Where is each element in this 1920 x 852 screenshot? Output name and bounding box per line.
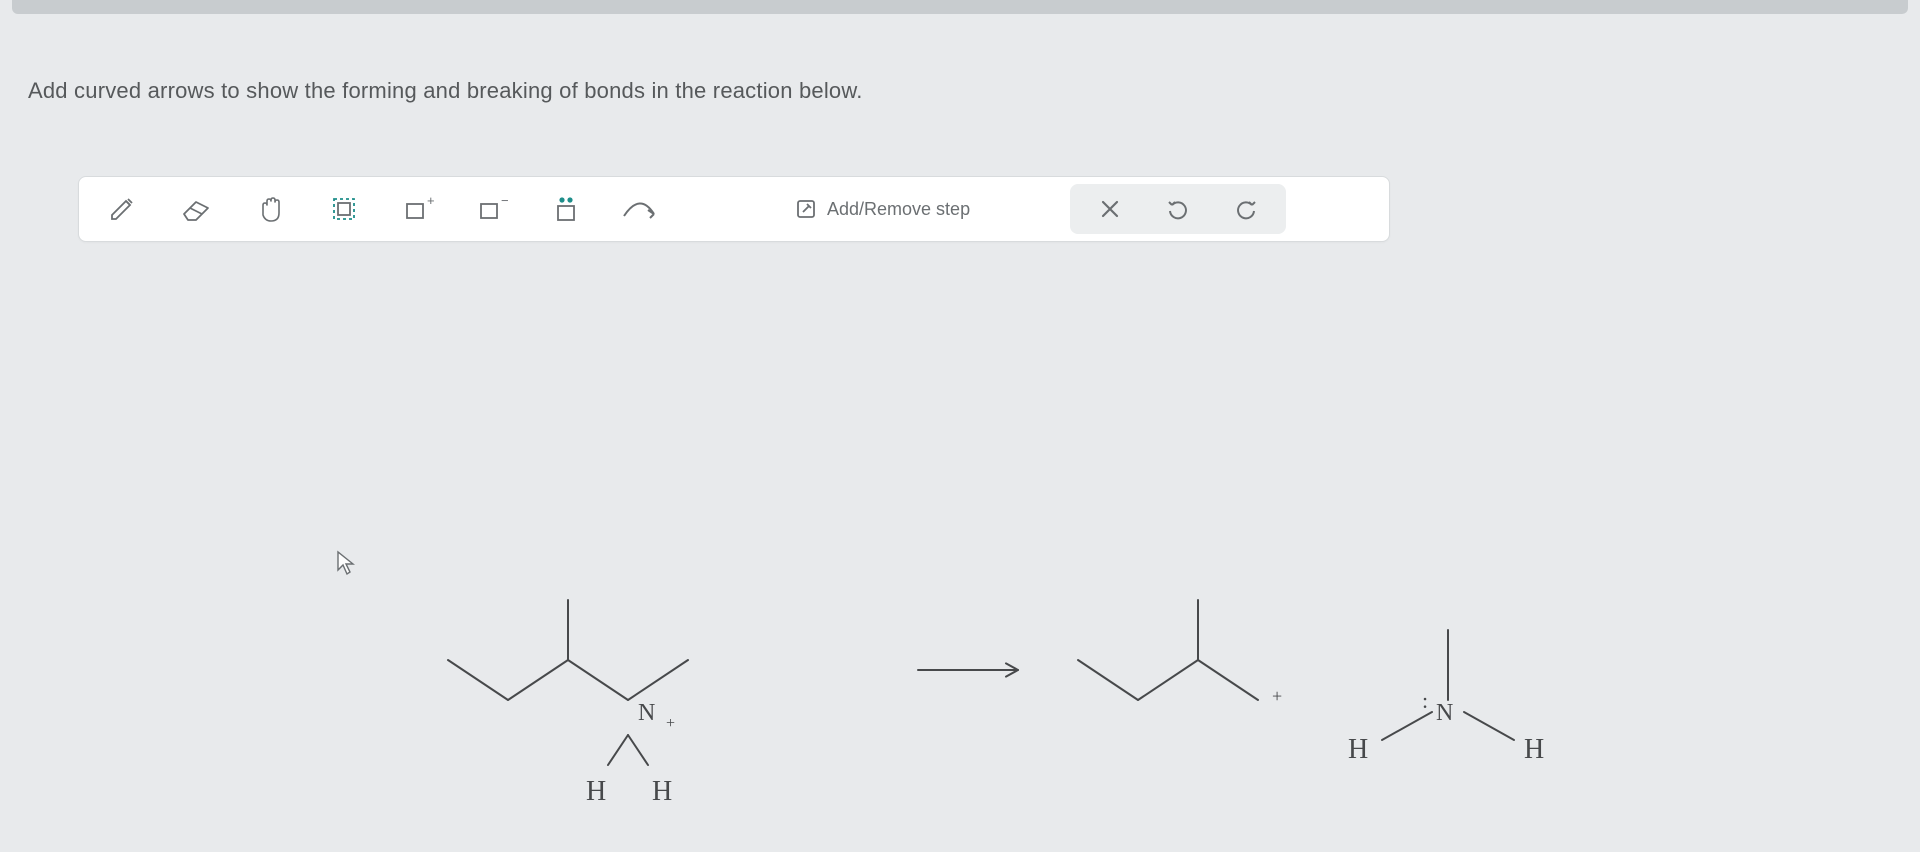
edit-step-icon [795, 198, 817, 220]
instruction-text: Add curved arrows to show the forming an… [28, 78, 863, 104]
pencil-tool[interactable] [93, 184, 151, 234]
svg-text:−: − [501, 194, 509, 208]
close-icon [1099, 198, 1121, 220]
svg-text:N: N [1436, 700, 1453, 726]
charge-minus-icon: − [475, 194, 509, 224]
svg-text:+: + [427, 194, 435, 208]
svg-text:H: H [1348, 734, 1368, 765]
undo-button[interactable] [1144, 186, 1212, 232]
marquee-icon [329, 194, 359, 224]
redo-button[interactable] [1212, 186, 1280, 232]
hand-tool[interactable] [241, 184, 299, 234]
add-remove-step-label: Add/Remove step [827, 199, 970, 220]
redo-icon [1234, 197, 1258, 221]
charge-plus-icon: + [401, 194, 435, 224]
charge-plus-tool[interactable]: + [389, 184, 447, 234]
hand-icon [255, 193, 285, 225]
curved-arrow-tool[interactable] [611, 184, 669, 234]
svg-text::: : [1422, 688, 1428, 713]
charge-minus-tool[interactable]: − [463, 184, 521, 234]
undo-icon [1166, 197, 1190, 221]
svg-text:H: H [652, 776, 672, 807]
window-top-border [12, 0, 1908, 14]
lone-pair-icon [551, 194, 581, 224]
mouse-cursor [336, 550, 356, 581]
svg-text:H: H [1524, 734, 1544, 765]
curved-arrow-icon [618, 194, 662, 224]
right-control-group [1070, 184, 1286, 234]
add-remove-step-button[interactable]: Add/Remove step [795, 198, 970, 220]
marquee-tool[interactable] [315, 184, 373, 234]
pencil-icon [106, 193, 138, 225]
svg-text:H: H [586, 776, 606, 807]
eraser-tool[interactable] [167, 184, 225, 234]
lone-pair-tool[interactable] [537, 184, 595, 234]
eraser-icon [178, 194, 214, 224]
close-button[interactable] [1076, 186, 1144, 232]
svg-text:+: + [666, 715, 675, 732]
svg-text:N: N [638, 700, 655, 726]
svg-text:+: + [1272, 686, 1282, 706]
